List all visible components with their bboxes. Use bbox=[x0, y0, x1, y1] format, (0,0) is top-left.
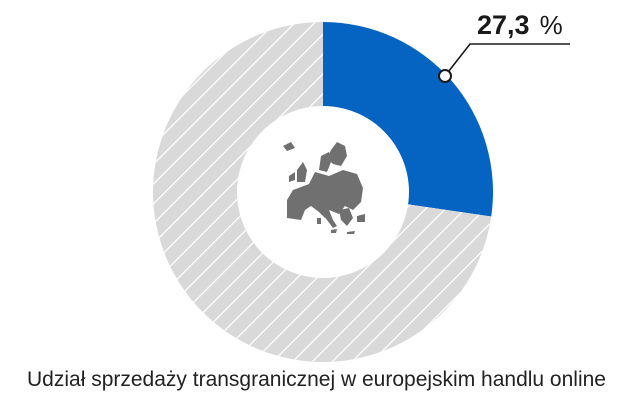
chart-title: Udział sprzedaży transgranicznej w europ… bbox=[27, 368, 606, 391]
leader-dot bbox=[438, 69, 452, 83]
leader-line bbox=[444, 43, 570, 77]
donut-slice-rest bbox=[153, 22, 492, 362]
value-unit: % bbox=[540, 10, 563, 40]
value-callout: 27,3 % bbox=[438, 10, 570, 83]
europe-map-icon bbox=[283, 142, 365, 234]
donut-slice-highlight bbox=[323, 22, 494, 217]
value-label: 27,3 % bbox=[477, 10, 563, 40]
value-number: 27,3 bbox=[477, 10, 530, 40]
donut-slices bbox=[153, 22, 494, 362]
